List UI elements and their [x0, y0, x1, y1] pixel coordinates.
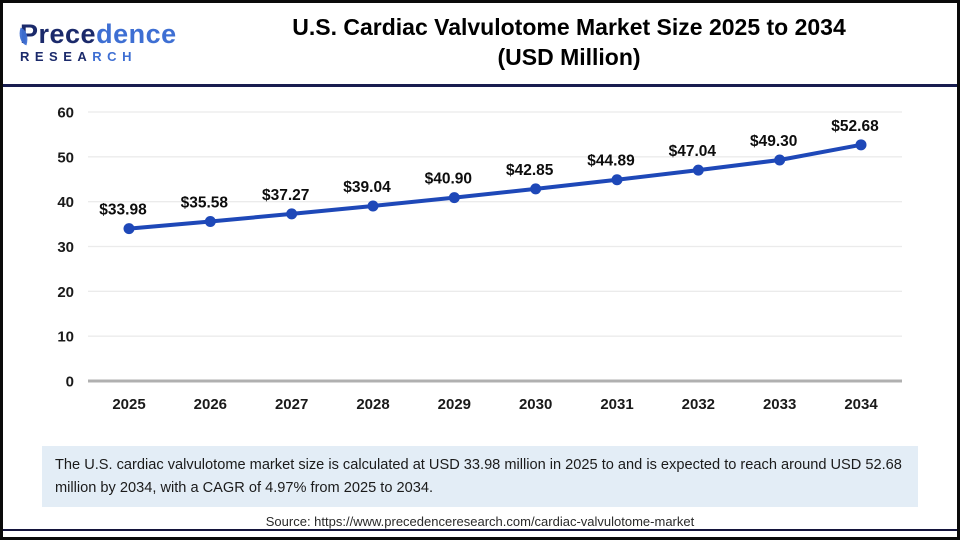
logo-subtitle-light: RCH: [92, 49, 137, 65]
logo-wordmark: Precedence: [20, 20, 190, 48]
data-label: $44.89: [587, 153, 635, 170]
y-tick-label: 50: [57, 149, 74, 166]
x-tick-label: 2025: [112, 396, 145, 413]
x-tick-label: 2030: [519, 396, 552, 413]
chart-area: 0 10 20 30 40 50 60 2025 2026 2027 2028 2029 2030 203…: [0, 87, 960, 422]
y-tick-label: 0: [66, 374, 74, 391]
x-tick-label: 2034: [844, 396, 878, 413]
y-tick-label: 40: [57, 194, 74, 211]
data-label: $47.04: [669, 143, 717, 160]
header-divider: [0, 84, 960, 87]
logo-subtitle: RESEARCH: [20, 49, 190, 64]
x-tick-label: 2026: [194, 396, 227, 413]
data-point: [692, 164, 704, 176]
x-tick-label: 2031: [600, 396, 633, 413]
logo-subtitle-dark: RESEA: [20, 49, 93, 65]
logo-text-dark: Prece: [20, 18, 97, 49]
x-tick-label: 2028: [356, 396, 389, 413]
data-point: [367, 200, 379, 212]
y-tick-label: 20: [57, 284, 74, 301]
trend-line: [127, 142, 863, 231]
data-point: [530, 183, 542, 195]
y-tick-label: 30: [57, 239, 74, 256]
data-point: [286, 208, 298, 220]
y-tick-label: 60: [57, 105, 74, 122]
x-tick-label: 2029: [438, 396, 471, 413]
source-line: Source: https://www.precedenceresearch.c…: [265, 514, 695, 530]
summary-box: The U.S. cardiac valvulotome market size…: [42, 446, 918, 508]
summary-text: The U.S. cardiac valvulotome market size…: [55, 457, 902, 496]
data-point: [611, 174, 623, 186]
data-label: $52.68: [831, 118, 879, 135]
chart-title-line2: (USD Million): [497, 44, 641, 70]
data-point: [774, 154, 786, 166]
chart-title: U.S. Cardiac Valvulotome Market Size 202…: [190, 12, 960, 73]
data-point: [855, 139, 867, 151]
bottom-rule: [0, 529, 960, 531]
data-label: $39.04: [343, 179, 391, 196]
header: Precedence RESEARCH U.S. Cardiac Valvulo…: [0, 0, 960, 84]
precedence-logo: Precedence RESEARCH: [0, 20, 190, 64]
data-point: [204, 215, 216, 227]
logo-text-light: dence: [96, 18, 177, 49]
x-tick-label: 2033: [763, 396, 796, 413]
y-tick-label: 10: [57, 329, 74, 346]
chart-title-line1: U.S. Cardiac Valvulotome Market Size 202…: [292, 13, 846, 40]
data-point: [448, 192, 460, 204]
data-label: $49.30: [750, 133, 797, 150]
data-point: [123, 223, 135, 235]
data-label: $42.85: [506, 162, 554, 179]
data-label: $35.58: [181, 194, 229, 211]
data-label: $33.98: [99, 202, 147, 219]
data-label: $40.90: [425, 171, 472, 188]
x-tick-label: 2032: [682, 396, 715, 413]
data-label: $37.27: [262, 187, 309, 204]
x-tick-label: 2027: [275, 396, 308, 413]
